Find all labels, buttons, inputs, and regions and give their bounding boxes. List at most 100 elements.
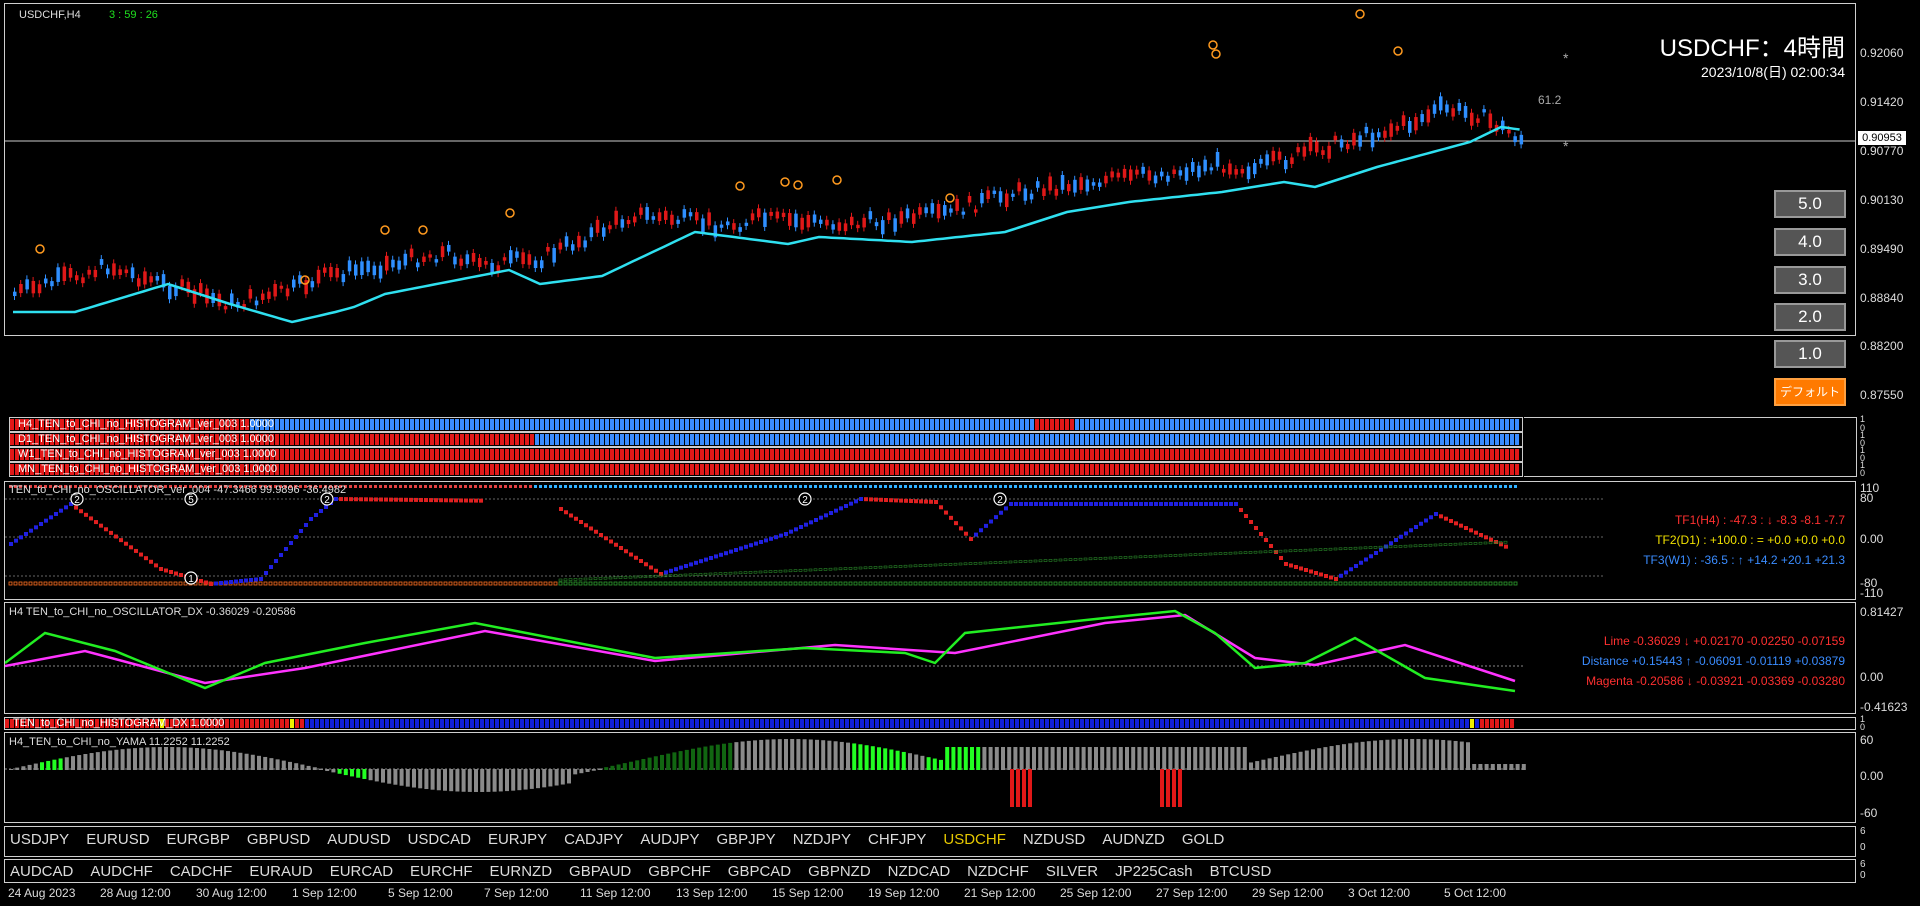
chart-mark — [964, 485, 967, 488]
chart-mark — [790, 449, 794, 460]
chart-mark — [515, 419, 519, 430]
symbol-button-jp225cash[interactable]: JP225Cash — [1115, 863, 1193, 880]
chart-mark — [192, 289, 197, 304]
chart-mark — [1228, 581, 1233, 586]
chart-mark — [1184, 502, 1188, 506]
symbol-button-nzdchf[interactable]: NZDCHF — [967, 863, 1029, 880]
chart-mark — [180, 434, 184, 445]
chart-mark — [1045, 434, 1049, 445]
chart-mark — [858, 566, 863, 570]
chart-mark — [995, 434, 999, 445]
symbol-button-btcusd[interactable]: BTCUSD — [1209, 863, 1272, 880]
symbol-button-gbpchf[interactable]: GBPCHF — [648, 863, 711, 880]
chart-mark — [770, 464, 774, 475]
symbol-button-audnzd[interactable]: AUDNZD — [1102, 831, 1165, 848]
chart-mark — [785, 419, 789, 430]
zoom-4-button[interactable]: 4.0 — [1774, 228, 1846, 256]
symbol-button-chfjpy[interactable]: CHFJPY — [868, 831, 927, 848]
chart-mark — [1488, 113, 1493, 128]
chart-mark — [1120, 434, 1124, 445]
symbol-button-audcad[interactable]: AUDCAD — [10, 863, 74, 880]
chart-mark — [630, 719, 634, 728]
symbol-button-usdchf[interactable]: USDCHF — [943, 831, 1006, 848]
hist-row-h4: H4_TEN_to_CHI_no_HISTOGRAM_ver_003 1.000… — [9, 417, 1523, 432]
chart-mark — [870, 746, 875, 770]
chart-mark — [1325, 419, 1329, 430]
chart-mark — [1451, 108, 1455, 117]
oscillator-dx-pane[interactable]: H4 TEN_to_CHI_no_OSCILLATOR_DX -0.36029 … — [4, 602, 1856, 714]
chart-mark — [540, 464, 544, 475]
symbol-button-gbpnzd[interactable]: GBPNZD — [808, 863, 871, 880]
symbol-button-gold[interactable]: GOLD — [1181, 831, 1225, 848]
symbol-button-audusd[interactable]: AUDUSD — [327, 831, 391, 848]
chart-mark — [640, 434, 644, 445]
symbol-button-euraud[interactable]: EURAUD — [249, 863, 313, 880]
chart-mark — [1235, 434, 1239, 445]
chart-mark — [1035, 464, 1039, 475]
symbol-button-eurusd[interactable]: EURUSD — [86, 831, 150, 848]
zoom-1-button[interactable]: 1.0 — [1774, 340, 1846, 368]
zoom-5-button[interactable]: 5.0 — [1774, 190, 1846, 218]
symbol-button-audjpy[interactable]: AUDJPY — [640, 831, 700, 848]
chart-mark — [1003, 581, 1008, 586]
symbol-button-nzdjpy[interactable]: NZDJPY — [792, 831, 852, 848]
default-button[interactable]: デフォルト — [1774, 378, 1846, 406]
chart-mark — [295, 464, 299, 475]
chart-mark — [1404, 739, 1408, 770]
symbol-button-silver[interactable]: SILVER — [1045, 863, 1099, 880]
chart-mark — [723, 572, 728, 575]
chart-mark — [678, 581, 683, 586]
symbol-button-cadjpy[interactable]: CADJPY — [564, 831, 624, 848]
chart-mark — [955, 719, 959, 728]
symbol-button-usdcad[interactable]: USDCAD — [407, 831, 471, 848]
chart-mark — [1015, 419, 1019, 430]
chart-mark — [30, 719, 34, 728]
price-chart-canvas[interactable] — [5, 4, 1855, 335]
symbol-button-eurjpy[interactable]: EURJPY — [487, 831, 548, 848]
chart-mark — [15, 419, 19, 430]
symbol-button-gbpjpy[interactable]: GBPJPY — [716, 831, 776, 848]
chart-mark — [1444, 485, 1447, 488]
chart-mark — [1373, 740, 1377, 770]
symbol-button-nzdcad[interactable]: NZDCAD — [887, 863, 951, 880]
chart-mark — [675, 434, 679, 445]
symbol-button-eurnzd[interactable]: EURNZD — [489, 863, 553, 880]
chart-mark — [1166, 769, 1170, 807]
symbol-button-gbpusd[interactable]: GBPUSD — [246, 831, 311, 848]
symbol-button-nzdusd[interactable]: NZDUSD — [1022, 831, 1086, 848]
chart-mark — [309, 517, 313, 521]
yama-pane[interactable]: H4_TEN_to_CHI_no_YAMA 11.2252 11.2252 — [4, 732, 1856, 823]
chart-mark — [128, 581, 133, 586]
chart-mark — [1139, 502, 1143, 506]
zoom-2-button[interactable]: 2.0 — [1774, 303, 1846, 331]
symbol-row-1: USDJPY EURUSD EURGBP GBPUSD AUDUSD USDCAD EURJ… — [10, 831, 1241, 848]
chart-mark — [290, 419, 294, 430]
symbol-button-eurgbp[interactable]: EURGBP — [166, 831, 230, 848]
symbol-button-gbpcad[interactable]: GBPCAD — [727, 863, 792, 880]
symbol-button-eurcad[interactable]: EURCAD — [329, 863, 394, 880]
chart-mark — [368, 769, 373, 781]
chart-mark — [1112, 747, 1117, 770]
chart-mark — [400, 419, 404, 430]
chart-mark — [833, 567, 838, 571]
price-chart-pane[interactable]: USDCHF,H4 3 : 59 : 26 USDCHF：4時間 2023/10… — [4, 3, 1856, 336]
chart-mark — [568, 581, 573, 586]
symbol-button-usdjpy[interactable]: USDJPY — [10, 831, 70, 848]
histogram-strips-pane[interactable]: H4_TEN_to_CHI_no_HISTOGRAM_ver_003 1.000… — [4, 417, 1857, 479]
symbol-row-2: AUDCAD AUDCHF CADCHF EURAUD EURCAD EURCHF EURN… — [10, 863, 1288, 880]
chart-mark — [1391, 739, 1396, 770]
chart-mark — [1215, 419, 1219, 430]
chart-mark — [88, 581, 93, 586]
histogram-dx-pane[interactable]: TEN_to_CHI_no_HISTOGRAM_DX 1.0000 — [4, 717, 1856, 730]
chart-mark — [1009, 485, 1012, 488]
chart-mark — [1373, 546, 1378, 549]
chart-mark — [55, 464, 59, 475]
zoom-3-button[interactable]: 3.0 — [1774, 266, 1846, 294]
symbol-button-cadchf[interactable]: CADCHF — [169, 863, 233, 880]
chart-mark — [1170, 419, 1174, 430]
symbol-button-audchf[interactable]: AUDCHF — [90, 863, 153, 880]
symbol-button-gbpaud[interactable]: GBPAUD — [569, 863, 632, 880]
chart-mark — [1224, 485, 1227, 488]
symbol-button-eurchf[interactable]: EURCHF — [410, 863, 473, 880]
